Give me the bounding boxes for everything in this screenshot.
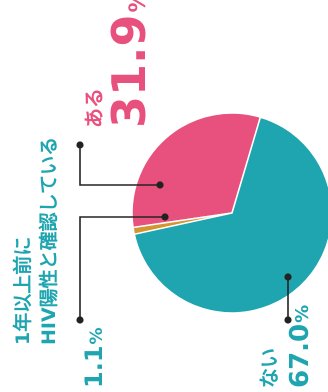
slice-value-nai-unit: % xyxy=(292,305,313,323)
slice-value-confirmed: 1.1% xyxy=(80,327,108,388)
leader-aru-dot-1 xyxy=(156,181,164,189)
slice-value-nai: 67.0% xyxy=(285,305,315,388)
slice-value-confirmed-number: 1.1 xyxy=(80,345,108,388)
leader-nai-dot-0 xyxy=(284,316,292,324)
leader-lines xyxy=(76,141,292,324)
leader-confirmed-dot-1 xyxy=(161,213,169,221)
slice-unit-aru: % xyxy=(126,0,151,13)
slice-label-confirmed-line2: HIV陽性と確認している xyxy=(37,137,60,345)
leader-confirmed-line xyxy=(79,216,165,320)
slice-value-aru: 31.9 xyxy=(102,15,156,129)
slice-label-confirmed-line1: 1年以上前に xyxy=(11,237,34,345)
leader-nai-dot-1 xyxy=(284,273,292,281)
slice-label-nai-name: ない xyxy=(257,348,281,388)
slice-value-nai-number: 67.0 xyxy=(285,324,315,388)
leader-aru-dot-0 xyxy=(76,141,84,149)
pie-slice-2 xyxy=(133,116,328,314)
pie-slice-0 xyxy=(131,112,262,229)
leader-confirmed-dot-0 xyxy=(76,316,84,324)
pie-slices xyxy=(131,112,328,314)
slice-label-aru-value: 31.9% xyxy=(102,0,156,128)
leader-aru-line xyxy=(79,145,160,186)
slice-label-aru-name: ある xyxy=(82,88,106,128)
slice-value-confirmed-unit: % xyxy=(87,327,107,344)
